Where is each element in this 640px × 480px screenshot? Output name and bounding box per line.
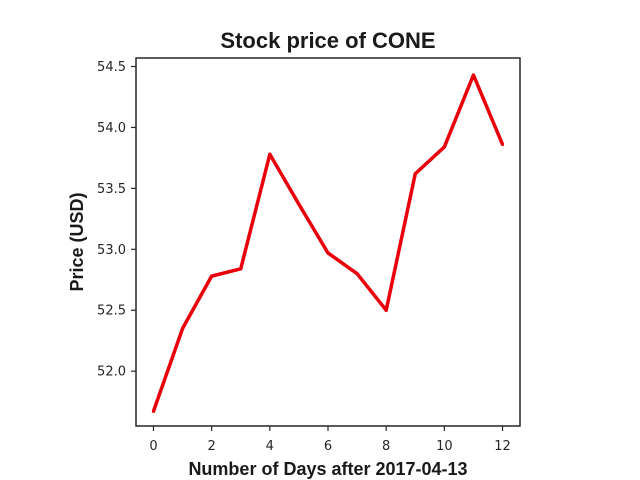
- data-point: [500, 142, 505, 147]
- data-point: [180, 326, 185, 331]
- plot-frame: [135, 57, 521, 427]
- data-point: [413, 172, 417, 176]
- data-point: [210, 274, 214, 278]
- data-point: [384, 308, 388, 312]
- y-tick-label: 52.5: [97, 304, 126, 319]
- data-point: [297, 202, 301, 206]
- x-tick-label: 12: [494, 439, 511, 454]
- data-point: [355, 272, 359, 276]
- y-axis-label: Price (USD): [67, 192, 87, 291]
- x-tick-label: 4: [266, 439, 274, 454]
- data-point: [442, 145, 446, 149]
- data-point: [151, 409, 156, 413]
- y-tick-label: 53.0: [97, 243, 126, 258]
- y-tick-label: 52.0: [97, 365, 126, 380]
- x-tick-label: 0: [149, 439, 157, 454]
- x-tick-label: 8: [382, 439, 390, 454]
- y-tick-label: 53.5: [97, 182, 126, 197]
- x-tick-label: 2: [207, 439, 215, 454]
- y-tick-label: 54.0: [97, 121, 126, 136]
- plot-area: 0 2 4 6 8 10 12 52.0 52.5 53.0 53.5 54.0 54.5: [97, 57, 521, 454]
- chart-title: Stock price of CONE: [220, 28, 435, 53]
- data-point: [268, 152, 272, 156]
- price-line: [151, 73, 505, 412]
- x-tick-label: 10: [436, 439, 453, 454]
- x-axis-label: Number of Days after 2017-04-13: [188, 459, 467, 479]
- data-point: [239, 267, 243, 271]
- data-point: [326, 251, 330, 255]
- y-tick-label: 54.5: [97, 60, 126, 75]
- x-tick-label: 6: [324, 439, 332, 454]
- data-point: [471, 73, 476, 77]
